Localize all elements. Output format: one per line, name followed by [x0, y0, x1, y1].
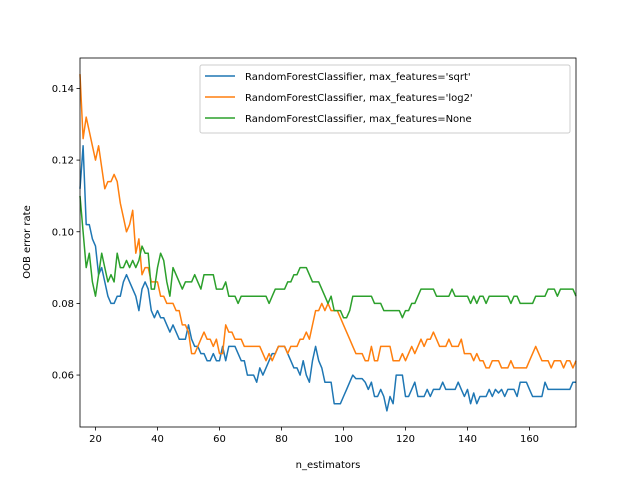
x-tick-label: 100 [334, 434, 353, 445]
x-tick-label: 40 [151, 434, 164, 445]
x-axis-label: n_estimators [296, 460, 361, 471]
legend-label-1: RandomForestClassifier, max_features='lo… [245, 93, 473, 104]
series-line-0 [79, 145, 576, 412]
y-axis-label: OOB error rate [22, 205, 33, 278]
y-tick-label: 0.10 [52, 227, 74, 238]
axes-frame [79, 57, 577, 428]
x-tick-label: 20 [89, 434, 102, 445]
y-axis-ticks: 0.06 0.08 0.10 0.12 0.14 [52, 84, 80, 382]
x-tick-label: 160 [520, 434, 539, 445]
y-tick-label: 0.14 [52, 84, 74, 95]
x-tick-label: 80 [275, 434, 288, 445]
series-line-2 [79, 195, 577, 319]
series-lines [79, 74, 577, 412]
x-axis-ticks: 20 40 60 80 100 120 140 160 [89, 427, 539, 445]
legend: RandomForestClassifier, max_features='sq… [199, 64, 571, 134]
legend-label-0: RandomForestClassifier, max_features='sq… [245, 72, 471, 83]
x-tick-label: 120 [396, 434, 415, 445]
y-tick-label: 0.06 [52, 371, 74, 382]
y-tick-label: 0.08 [52, 299, 74, 310]
y-tick-label: 0.12 [52, 156, 74, 167]
x-tick-label: 60 [213, 434, 226, 445]
x-tick-label: 140 [458, 434, 477, 445]
legend-label-2: RandomForestClassifier, max_features=Non… [245, 114, 472, 125]
legend-box [199, 64, 571, 134]
